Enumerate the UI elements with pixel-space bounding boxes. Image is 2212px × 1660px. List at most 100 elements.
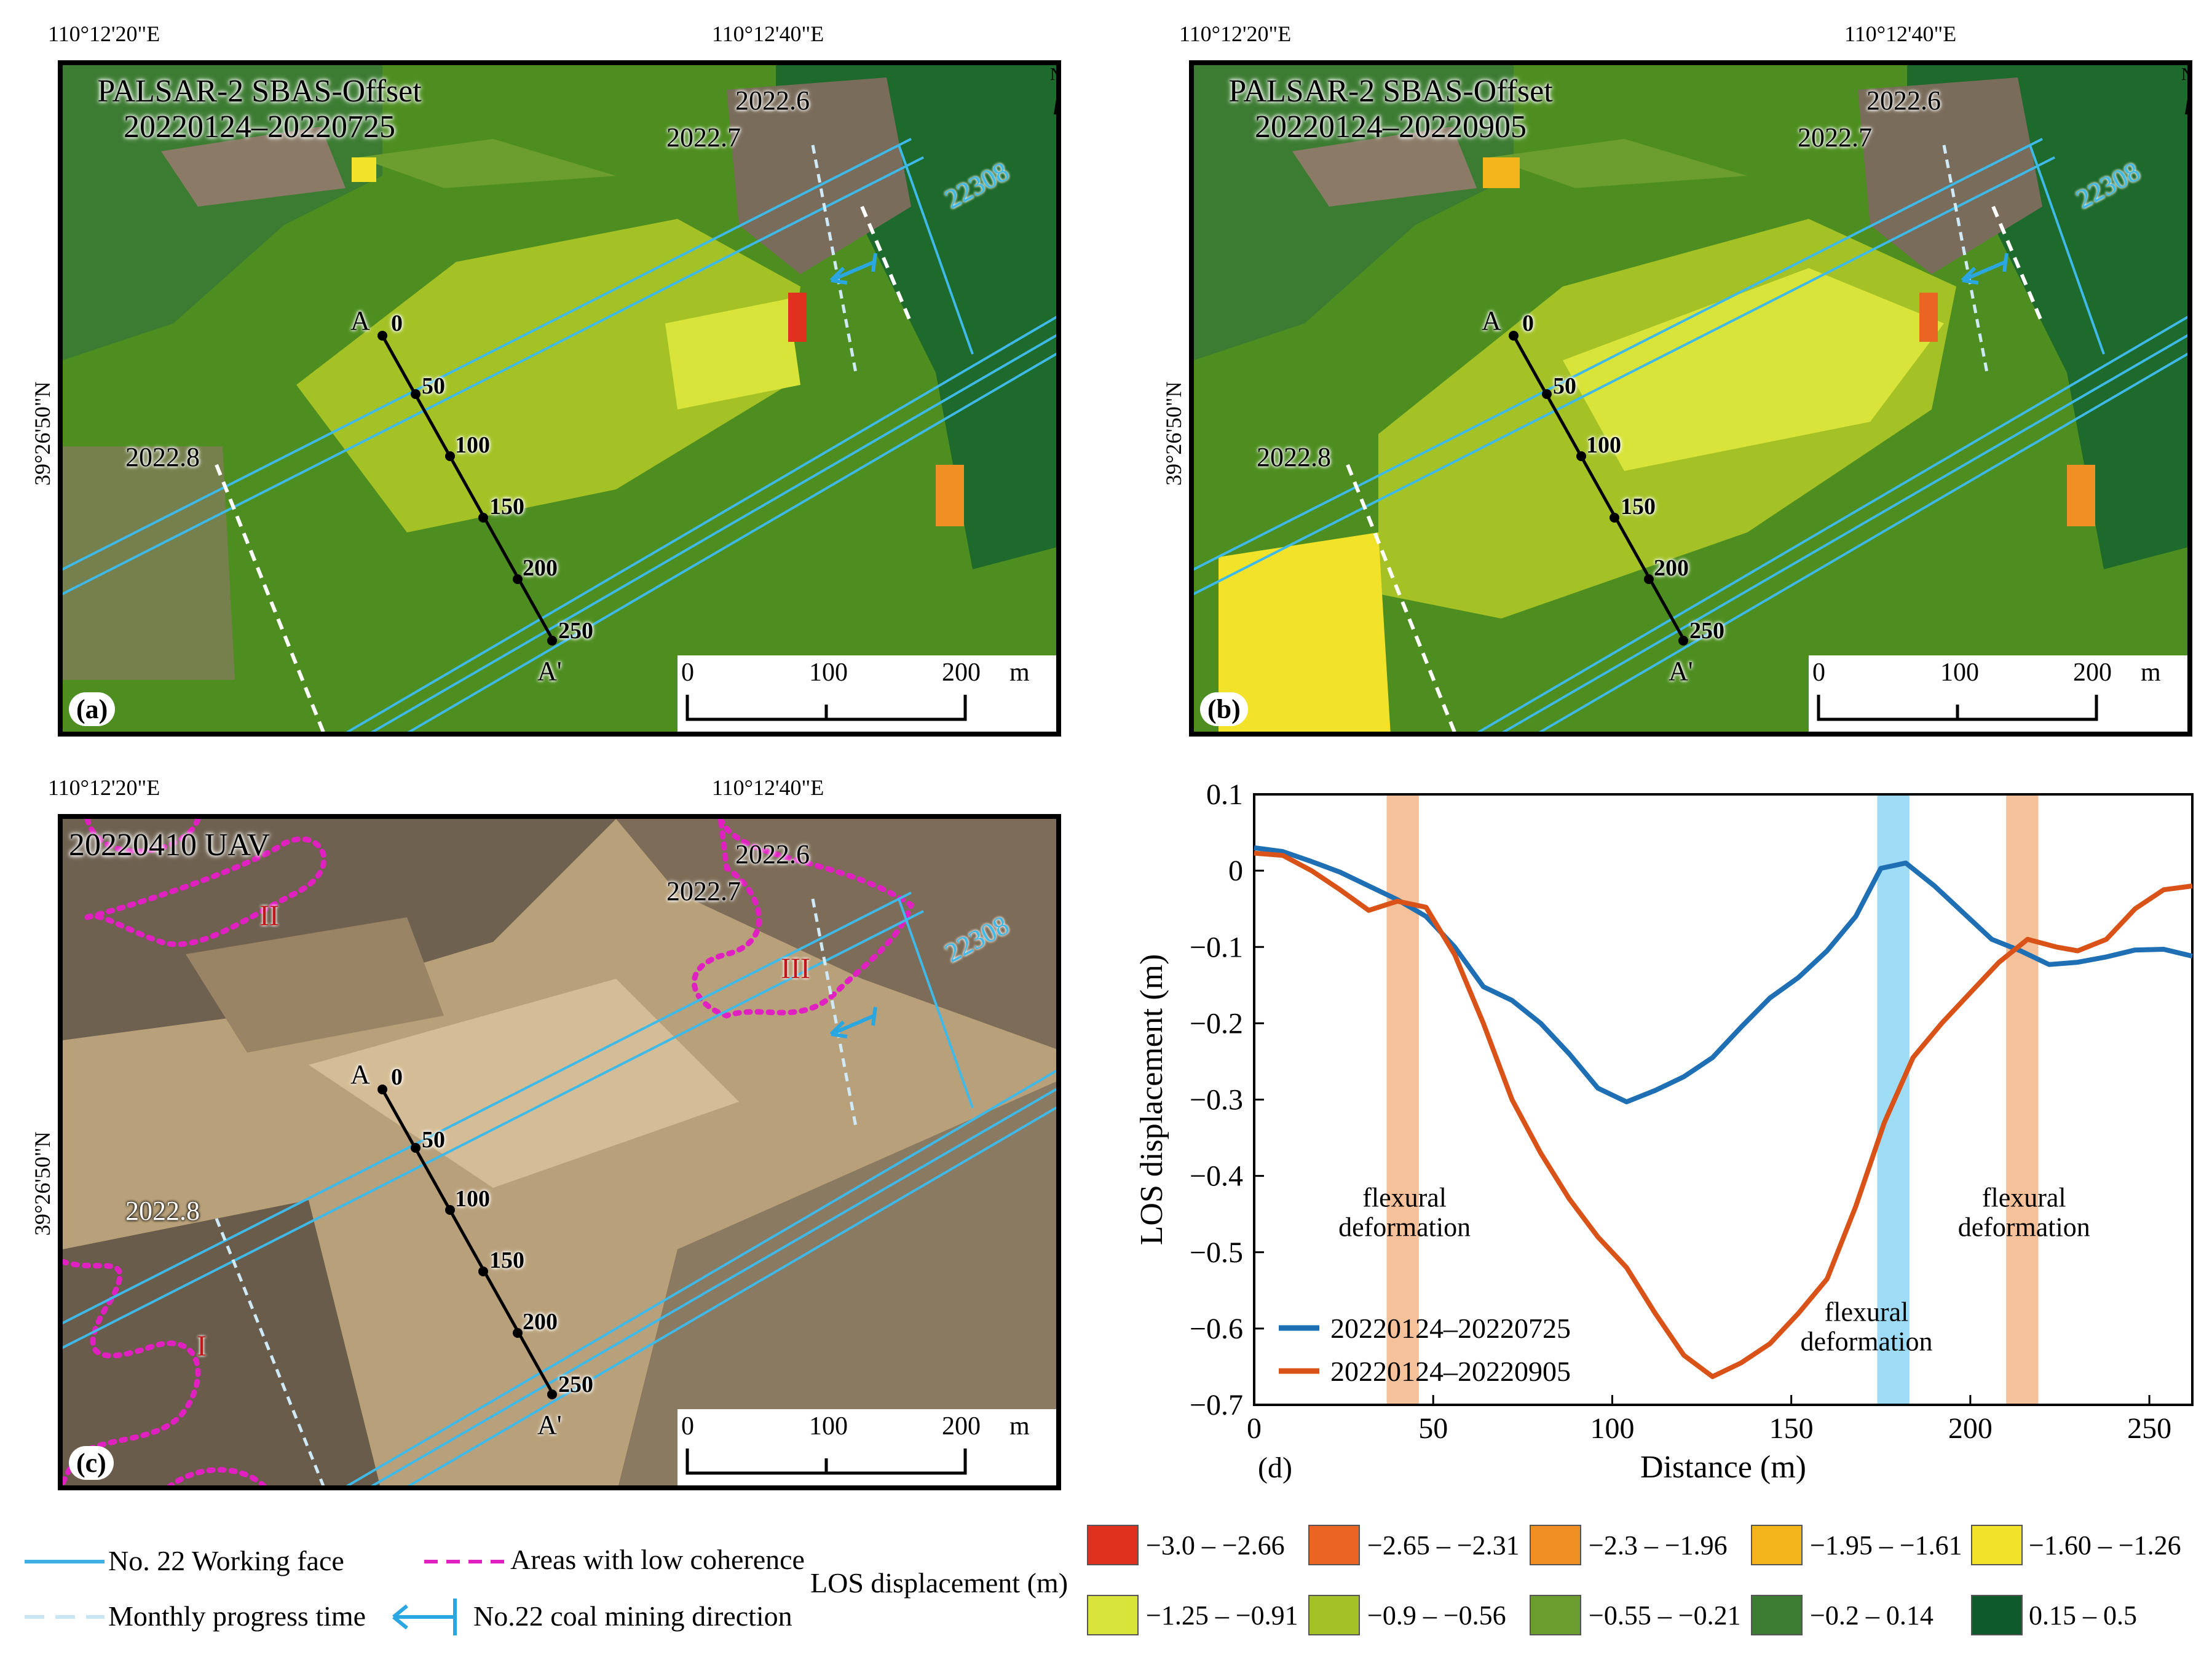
tick-250: 250 <box>558 618 593 644</box>
tick-150-c: 150 <box>489 1247 524 1273</box>
y-axis-label: LOS displacement (m) <box>1134 954 1169 1246</box>
map-a: PALSAR-2 SBAS-Offset 20220124–20220725 A… <box>58 60 1061 737</box>
tick-50: 50 <box>422 373 445 399</box>
swatch-class-3 <box>1530 1525 1581 1565</box>
scale-bar-a: 0 100 200 m <box>677 655 1056 732</box>
north-arrow-label-b: N <box>2181 65 2187 85</box>
point-a-label-b: A <box>1482 306 1501 336</box>
swatch-class-9 <box>1751 1595 1803 1635</box>
series-line-0 <box>1254 845 2193 1105</box>
class-3-label: −2.3 – −1.96 <box>1589 1530 1728 1560</box>
map-b: PALSAR-2 SBAS-Offset 20220124–20220905 A… <box>1189 60 2192 737</box>
lon-label-1b: 110°12'20"E <box>1179 22 1292 46</box>
scale-unit-c: m <box>1009 1412 1030 1441</box>
y-tick-label-2: −0.1 <box>1190 931 1243 963</box>
legend-low-coherence: Areas with low coherence <box>510 1544 805 1575</box>
tick-200: 200 <box>523 555 558 581</box>
swatch-class-10 <box>1971 1595 2023 1635</box>
scale-unit: m <box>1009 658 1030 687</box>
swatch-class-4 <box>1751 1525 1803 1565</box>
legend-mining-direction: No.22 coal mining direction <box>473 1600 792 1632</box>
scale-100-c: 100 <box>809 1412 848 1441</box>
zone-3-label: III <box>781 952 810 985</box>
month-jun-label-c: 2022.6 <box>735 839 810 869</box>
map-c: 20220410 UAV II III I A 0 50 100 150 200… <box>58 814 1061 1490</box>
class-1-label: −3.0 – −2.66 <box>1146 1530 1285 1560</box>
title-a-line2: 20220124–20220725 <box>124 109 395 144</box>
tick-150-b: 150 <box>1621 494 1656 520</box>
scale-100: 100 <box>809 658 848 687</box>
point-a-label: A <box>350 306 370 336</box>
band-label-2-line1: flexural <box>1982 1182 2066 1212</box>
class-9-label: −0.2 – 0.14 <box>1810 1600 1934 1630</box>
swatch-class-1 <box>1087 1525 1139 1565</box>
title-b-line2: 20220124–20220905 <box>1255 109 1527 144</box>
tick-200-b: 200 <box>1654 555 1689 581</box>
series-line-1 <box>1254 850 2193 1380</box>
month-aug-label: 2022.8 <box>125 442 200 472</box>
x-tick-label-250: 250 <box>2127 1412 2171 1445</box>
band-label-2-line2: deformation <box>1958 1212 2090 1242</box>
x-tick-label-200: 200 <box>1948 1412 1993 1445</box>
band-1 <box>1877 794 1910 1405</box>
point-a-label-c: A <box>350 1059 370 1089</box>
plot-frame <box>1253 793 2194 1406</box>
x-tick-label-0: 0 <box>1247 1412 1262 1445</box>
tick-100-c: 100 <box>455 1186 490 1212</box>
class-6-label: −1.25 – −0.91 <box>1146 1600 1298 1630</box>
title-b: PALSAR-2 SBAS-Offset 20220124–20220905 <box>1200 74 1581 145</box>
month-aug-label-c: 2022.8 <box>125 1196 200 1226</box>
panel-letter-d: (d) <box>1258 1452 1292 1484</box>
lat-label-b: 39°26'50"N <box>1161 381 1186 486</box>
scale-0: 0 <box>681 658 694 687</box>
band-0 <box>1386 794 1419 1405</box>
legend-monthly-progress: Monthly progress time <box>108 1600 366 1632</box>
point-a-prime-label: A' <box>537 656 562 686</box>
legend-arrow-head <box>392 1604 408 1630</box>
band-label-1-line1: flexural <box>1825 1297 1909 1327</box>
class-2-label: −2.65 – −2.31 <box>1367 1530 1520 1560</box>
x-tick-label-100: 100 <box>1590 1412 1634 1445</box>
scale-200-b: 200 <box>2073 658 2112 687</box>
month-aug-label-b: 2022.8 <box>1257 442 1331 472</box>
lat-label: 39°26'50"N <box>30 381 55 486</box>
title-c: 20220410 UAV <box>69 828 339 863</box>
map-a-layers <box>63 65 1056 732</box>
class-10-label: 0.15 – 0.5 <box>2029 1600 2137 1630</box>
tick-0: 0 <box>391 310 403 336</box>
class-7-label: −0.9 – −0.56 <box>1367 1600 1506 1630</box>
month-jul-label-c: 2022.7 <box>666 876 741 906</box>
scale-100-b: 100 <box>1940 658 1979 687</box>
scale-200: 200 <box>942 658 981 687</box>
title-b-line1: PALSAR-2 SBAS-Offset <box>1228 74 1553 109</box>
tick-250-b: 250 <box>1689 618 1724 644</box>
y-tick-label-3: −0.2 <box>1190 1007 1243 1040</box>
y-tick-label-4: −0.3 <box>1190 1084 1243 1117</box>
lon-label-1c: 110°12'20"E <box>48 775 160 800</box>
y-tick-label-5: −0.4 <box>1190 1160 1243 1193</box>
y-tick-label-6: −0.5 <box>1190 1236 1243 1269</box>
swatch-class-6 <box>1087 1595 1139 1635</box>
title-a-line1: PALSAR-2 SBAS-Offset <box>97 74 422 109</box>
tick-150: 150 <box>489 494 524 520</box>
panel-letter-c: (c) <box>69 1446 114 1480</box>
class-8-label: −0.55 – −0.21 <box>1589 1600 1741 1630</box>
zone-1-label: I <box>197 1330 207 1362</box>
lon-label-1: 110°12'20"E <box>48 22 160 46</box>
lon-label-2b: 110°12'40"E <box>1844 22 1957 46</box>
scale-0-c: 0 <box>681 1412 694 1441</box>
scale-unit-b: m <box>2141 658 2161 687</box>
map-b-layers <box>1194 65 2187 732</box>
scale-bar-b: 0 100 200 m <box>1809 655 2187 732</box>
panel-letter-a: (a) <box>69 692 116 726</box>
band-2 <box>2006 794 2039 1405</box>
lon-label-2c: 110°12'40"E <box>712 775 824 800</box>
title-c-line1: 20220410 UAV <box>69 828 270 863</box>
swatch-class-8 <box>1530 1595 1581 1635</box>
x-axis-label: Distance (m) <box>1640 1450 1806 1485</box>
scale-200-c: 200 <box>942 1412 981 1441</box>
lat-label-c: 39°26'50"N <box>30 1131 55 1236</box>
band-label-1-line2: deformation <box>1800 1326 1932 1356</box>
y-tick-label-0: 0.1 <box>1206 778 1243 811</box>
